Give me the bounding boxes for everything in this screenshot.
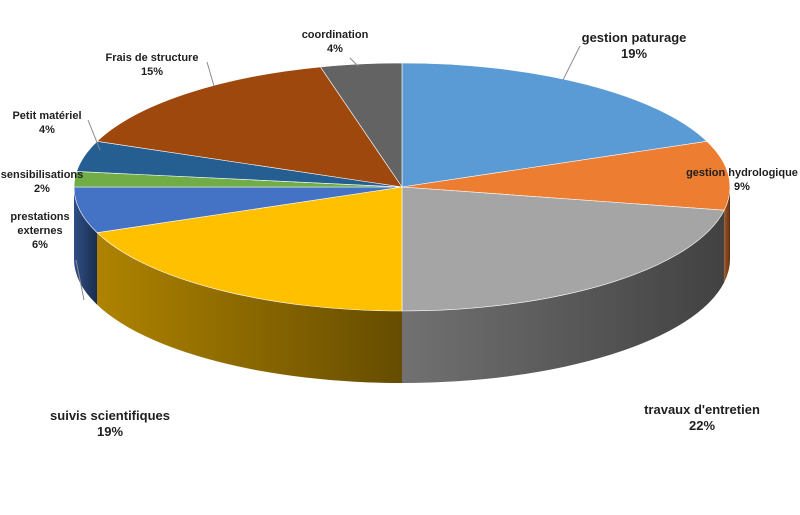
pie-side-walls [74,187,730,383]
side-shade-suivis-scientifiques [97,232,402,383]
slice-gestion-paturage [401,62,708,188]
slice-label-coordination: coordination [302,29,369,41]
slice-value-travaux-d-entretien: 22% [689,418,715,433]
slice-travaux-d-entretien [401,186,725,312]
slice-value-gestion-hydrologique: 9% [734,181,750,193]
slice-value-sensibilisations: 2% [34,183,50,195]
slice-value-prestations-externes: 6% [32,239,48,251]
side-shade-gestion-hydrologique [724,187,730,283]
pie-top-faces [73,62,731,312]
leader-line-frais-de-structure [206,61,215,87]
slice-value-suivis-scientifiques: 19% [97,424,123,439]
side-shade-travaux-d-entretien [402,210,725,383]
leader-line-gestion-paturage [562,45,581,81]
slice-prestations-externes [73,186,403,233]
slice-coordination [319,62,403,188]
slice-value-coordination: 4% [327,43,343,55]
slice-frais-de-structure [96,66,403,188]
slice-label-gestion-hydrologique: gestion hydrologique [686,167,798,179]
slice-label-gestion-paturage: gestion paturage [582,30,687,45]
slice-value-gestion-paturage: 19% [621,46,647,61]
leader-line-petit-materiel [87,119,101,151]
slice-suivis-scientifiques [96,186,403,312]
slice-label-suivis-scientifiques: suivis scientifiques [50,408,170,423]
side-shade-prestations-externes [74,187,98,305]
slice-value-frais-de-structure: 15% [141,66,163,78]
leader-line-coordination [349,57,359,67]
slice-gestion-hydrologique [401,141,731,211]
slice-label-petit-materiel: Petit matériel [12,110,81,122]
slice-label-travaux-d-entretien: travaux d'entretien [644,402,760,417]
slice-label-frais-de-structure: Frais de structure [106,52,199,64]
leader-line-prestations-externes [75,259,85,301]
slice-value-petit-materiel: 4% [39,124,55,136]
leader-lines [75,45,581,301]
slice-label-prestations-externes: prestations externes [10,211,69,237]
slice-label-sensibilisations: sensibilisations [1,169,84,181]
